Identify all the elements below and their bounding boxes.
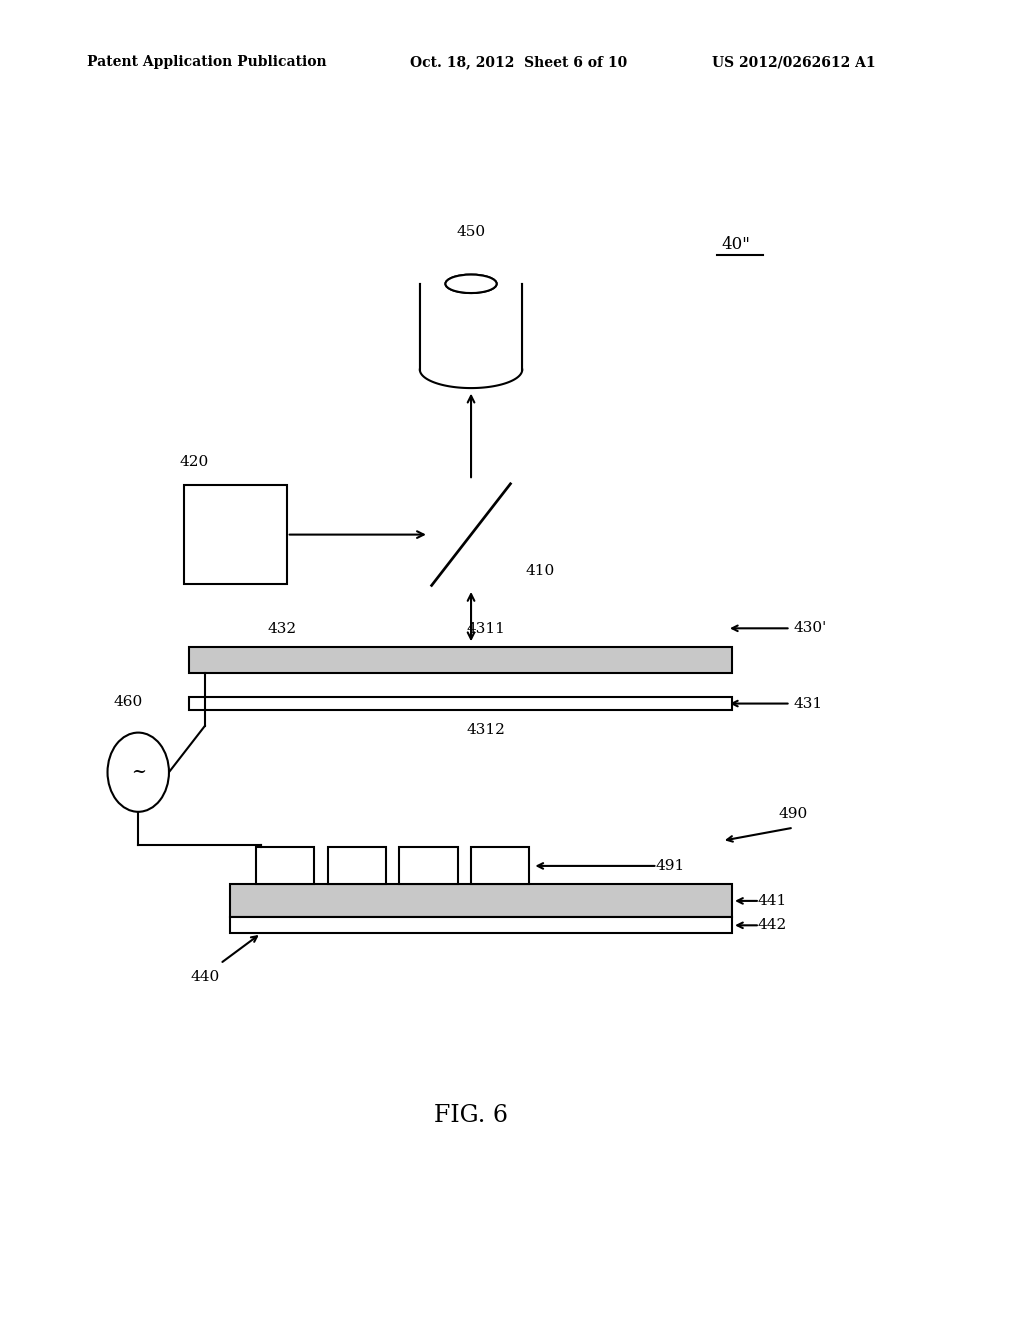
Bar — [328, 847, 386, 884]
Text: 4311: 4311 — [467, 622, 506, 636]
Text: ~: ~ — [131, 763, 145, 781]
Bar — [256, 847, 314, 884]
Text: 4312: 4312 — [467, 723, 506, 738]
Text: 431: 431 — [794, 697, 822, 710]
Ellipse shape — [445, 275, 497, 293]
Text: 442: 442 — [758, 919, 787, 932]
Text: 40": 40" — [722, 236, 751, 252]
Text: FIG. 6: FIG. 6 — [434, 1104, 508, 1127]
Bar — [471, 847, 529, 884]
Text: 450: 450 — [457, 224, 485, 239]
Text: 432: 432 — [267, 622, 296, 636]
Bar — [399, 847, 458, 884]
Bar — [230, 884, 732, 917]
Bar — [230, 917, 732, 933]
Text: 440: 440 — [190, 970, 219, 985]
Text: Oct. 18, 2012  Sheet 6 of 10: Oct. 18, 2012 Sheet 6 of 10 — [410, 55, 627, 69]
Text: 441: 441 — [758, 894, 787, 908]
Bar — [189, 647, 732, 673]
Text: 420: 420 — [179, 455, 209, 470]
Text: 430': 430' — [794, 622, 826, 635]
Text: Patent Application Publication: Patent Application Publication — [87, 55, 327, 69]
Text: US 2012/0262612 A1: US 2012/0262612 A1 — [712, 55, 876, 69]
Bar — [189, 697, 732, 710]
Circle shape — [108, 733, 169, 812]
Text: 460: 460 — [114, 694, 142, 709]
Text: 490: 490 — [778, 808, 808, 821]
Bar — [420, 284, 522, 388]
Ellipse shape — [445, 275, 497, 293]
Text: 491: 491 — [655, 859, 685, 873]
Text: 410: 410 — [526, 564, 555, 578]
Bar — [184, 486, 287, 583]
